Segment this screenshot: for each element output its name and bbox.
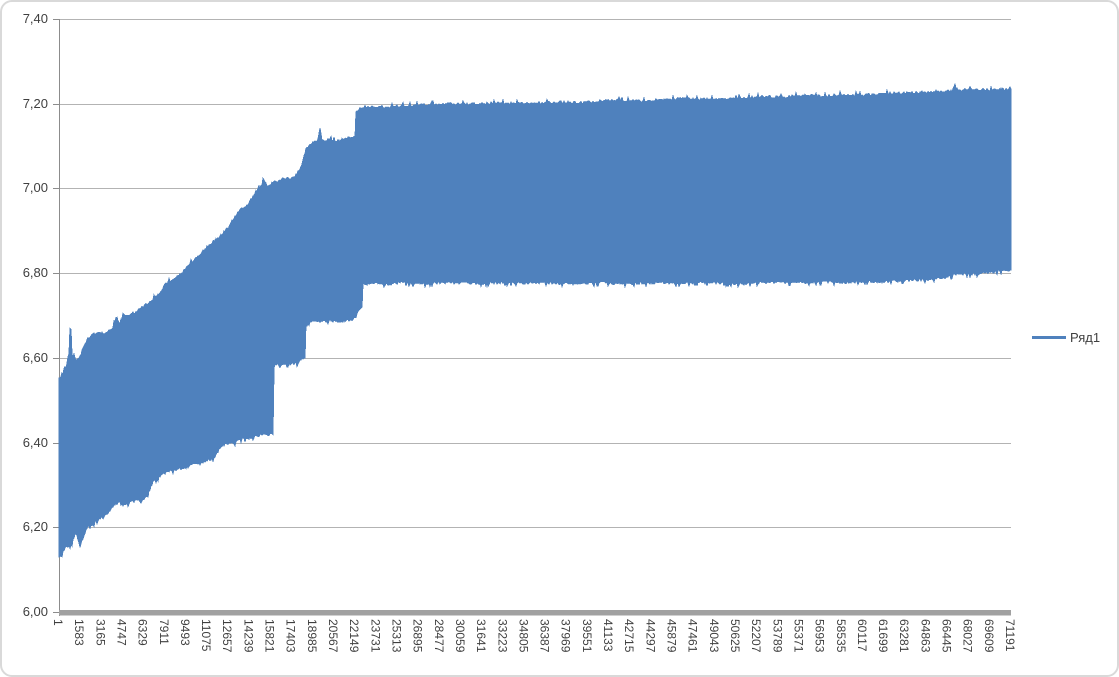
x-tick-label: 55371 xyxy=(791,619,806,653)
x-tick-label: 42715 xyxy=(622,619,637,653)
series-band[interactable] xyxy=(58,83,1012,558)
x-tick-label: 36387 xyxy=(537,619,552,653)
x-tick-label: 68027 xyxy=(960,619,975,653)
x-tick-label: 6329 xyxy=(135,619,150,646)
x-tick-label: 64863 xyxy=(918,619,933,653)
y-tick-label: 7,20 xyxy=(22,95,48,111)
x-tick-label: 50625 xyxy=(727,619,742,653)
x-tick-label: 14239 xyxy=(241,619,256,653)
x-tick-label: 17403 xyxy=(283,619,298,653)
x-tick-label: 47461 xyxy=(685,619,700,653)
x-tick-label: 56953 xyxy=(812,619,827,653)
legend[interactable]: Ряд1 xyxy=(1032,330,1100,345)
x-tick-label: 9493 xyxy=(177,619,192,646)
x-tick-label: 3165 xyxy=(93,619,108,646)
x-tick-label: 66445 xyxy=(939,619,954,653)
x-tick-label: 33223 xyxy=(495,619,510,653)
x-tick-label: 45879 xyxy=(664,619,679,653)
x-tick-label: 1583 xyxy=(72,619,87,646)
x-tick-label: 31641 xyxy=(474,619,489,653)
legend-series-marker xyxy=(1032,336,1066,339)
x-tick-label: 20567 xyxy=(326,619,341,653)
x-tick-label: 23731 xyxy=(368,619,383,653)
x-tick-label: 28477 xyxy=(431,619,446,653)
x-tick-label: 22149 xyxy=(347,619,362,653)
x-tick-label: 52207 xyxy=(749,619,764,653)
x-tick-label: 58535 xyxy=(833,619,848,653)
y-tick-label: 6,60 xyxy=(22,349,48,365)
x-tick-label: 26895 xyxy=(410,619,425,653)
x-tick-label: 1 xyxy=(51,619,65,626)
x-tick-label: 11075 xyxy=(199,619,214,652)
x-tick-label: 7911 xyxy=(156,619,171,645)
x-tick-label: 30059 xyxy=(452,619,467,653)
y-tick-label: 6,20 xyxy=(22,519,48,535)
x-tick-label: 53789 xyxy=(770,619,785,653)
x-axis-bar xyxy=(59,610,1011,616)
y-tick-label: 7,40 xyxy=(22,11,48,26)
x-tick-label: 25313 xyxy=(389,619,404,653)
x-tick-label: 15821 xyxy=(262,619,277,653)
legend-series-label: Ряд1 xyxy=(1070,330,1101,345)
x-tick-label: 71191 xyxy=(1003,619,1017,652)
x-tick-label: 4747 xyxy=(114,619,129,646)
x-tick-label: 44297 xyxy=(643,619,658,653)
x-tick-label: 60117 xyxy=(854,619,869,652)
x-tick-label: 12657 xyxy=(220,619,235,653)
x-tick-label: 41133 xyxy=(601,619,616,652)
x-tick-label: 69609 xyxy=(981,619,996,653)
y-tick-label: 6,80 xyxy=(22,265,48,281)
y-tick-label: 6,00 xyxy=(22,604,48,619)
y-tick-label: 6,40 xyxy=(22,434,48,450)
x-tick-label: 39551 xyxy=(579,619,594,653)
x-tick-label: 61699 xyxy=(876,619,891,653)
x-tick-label: 37969 xyxy=(558,619,573,653)
y-tick-label: 7,00 xyxy=(22,180,48,196)
x-tick-label: 63281 xyxy=(897,619,912,653)
x-tick-label: 49043 xyxy=(706,619,721,653)
x-tick-label: 34805 xyxy=(516,619,531,653)
x-tick-label: 18985 xyxy=(304,619,319,653)
